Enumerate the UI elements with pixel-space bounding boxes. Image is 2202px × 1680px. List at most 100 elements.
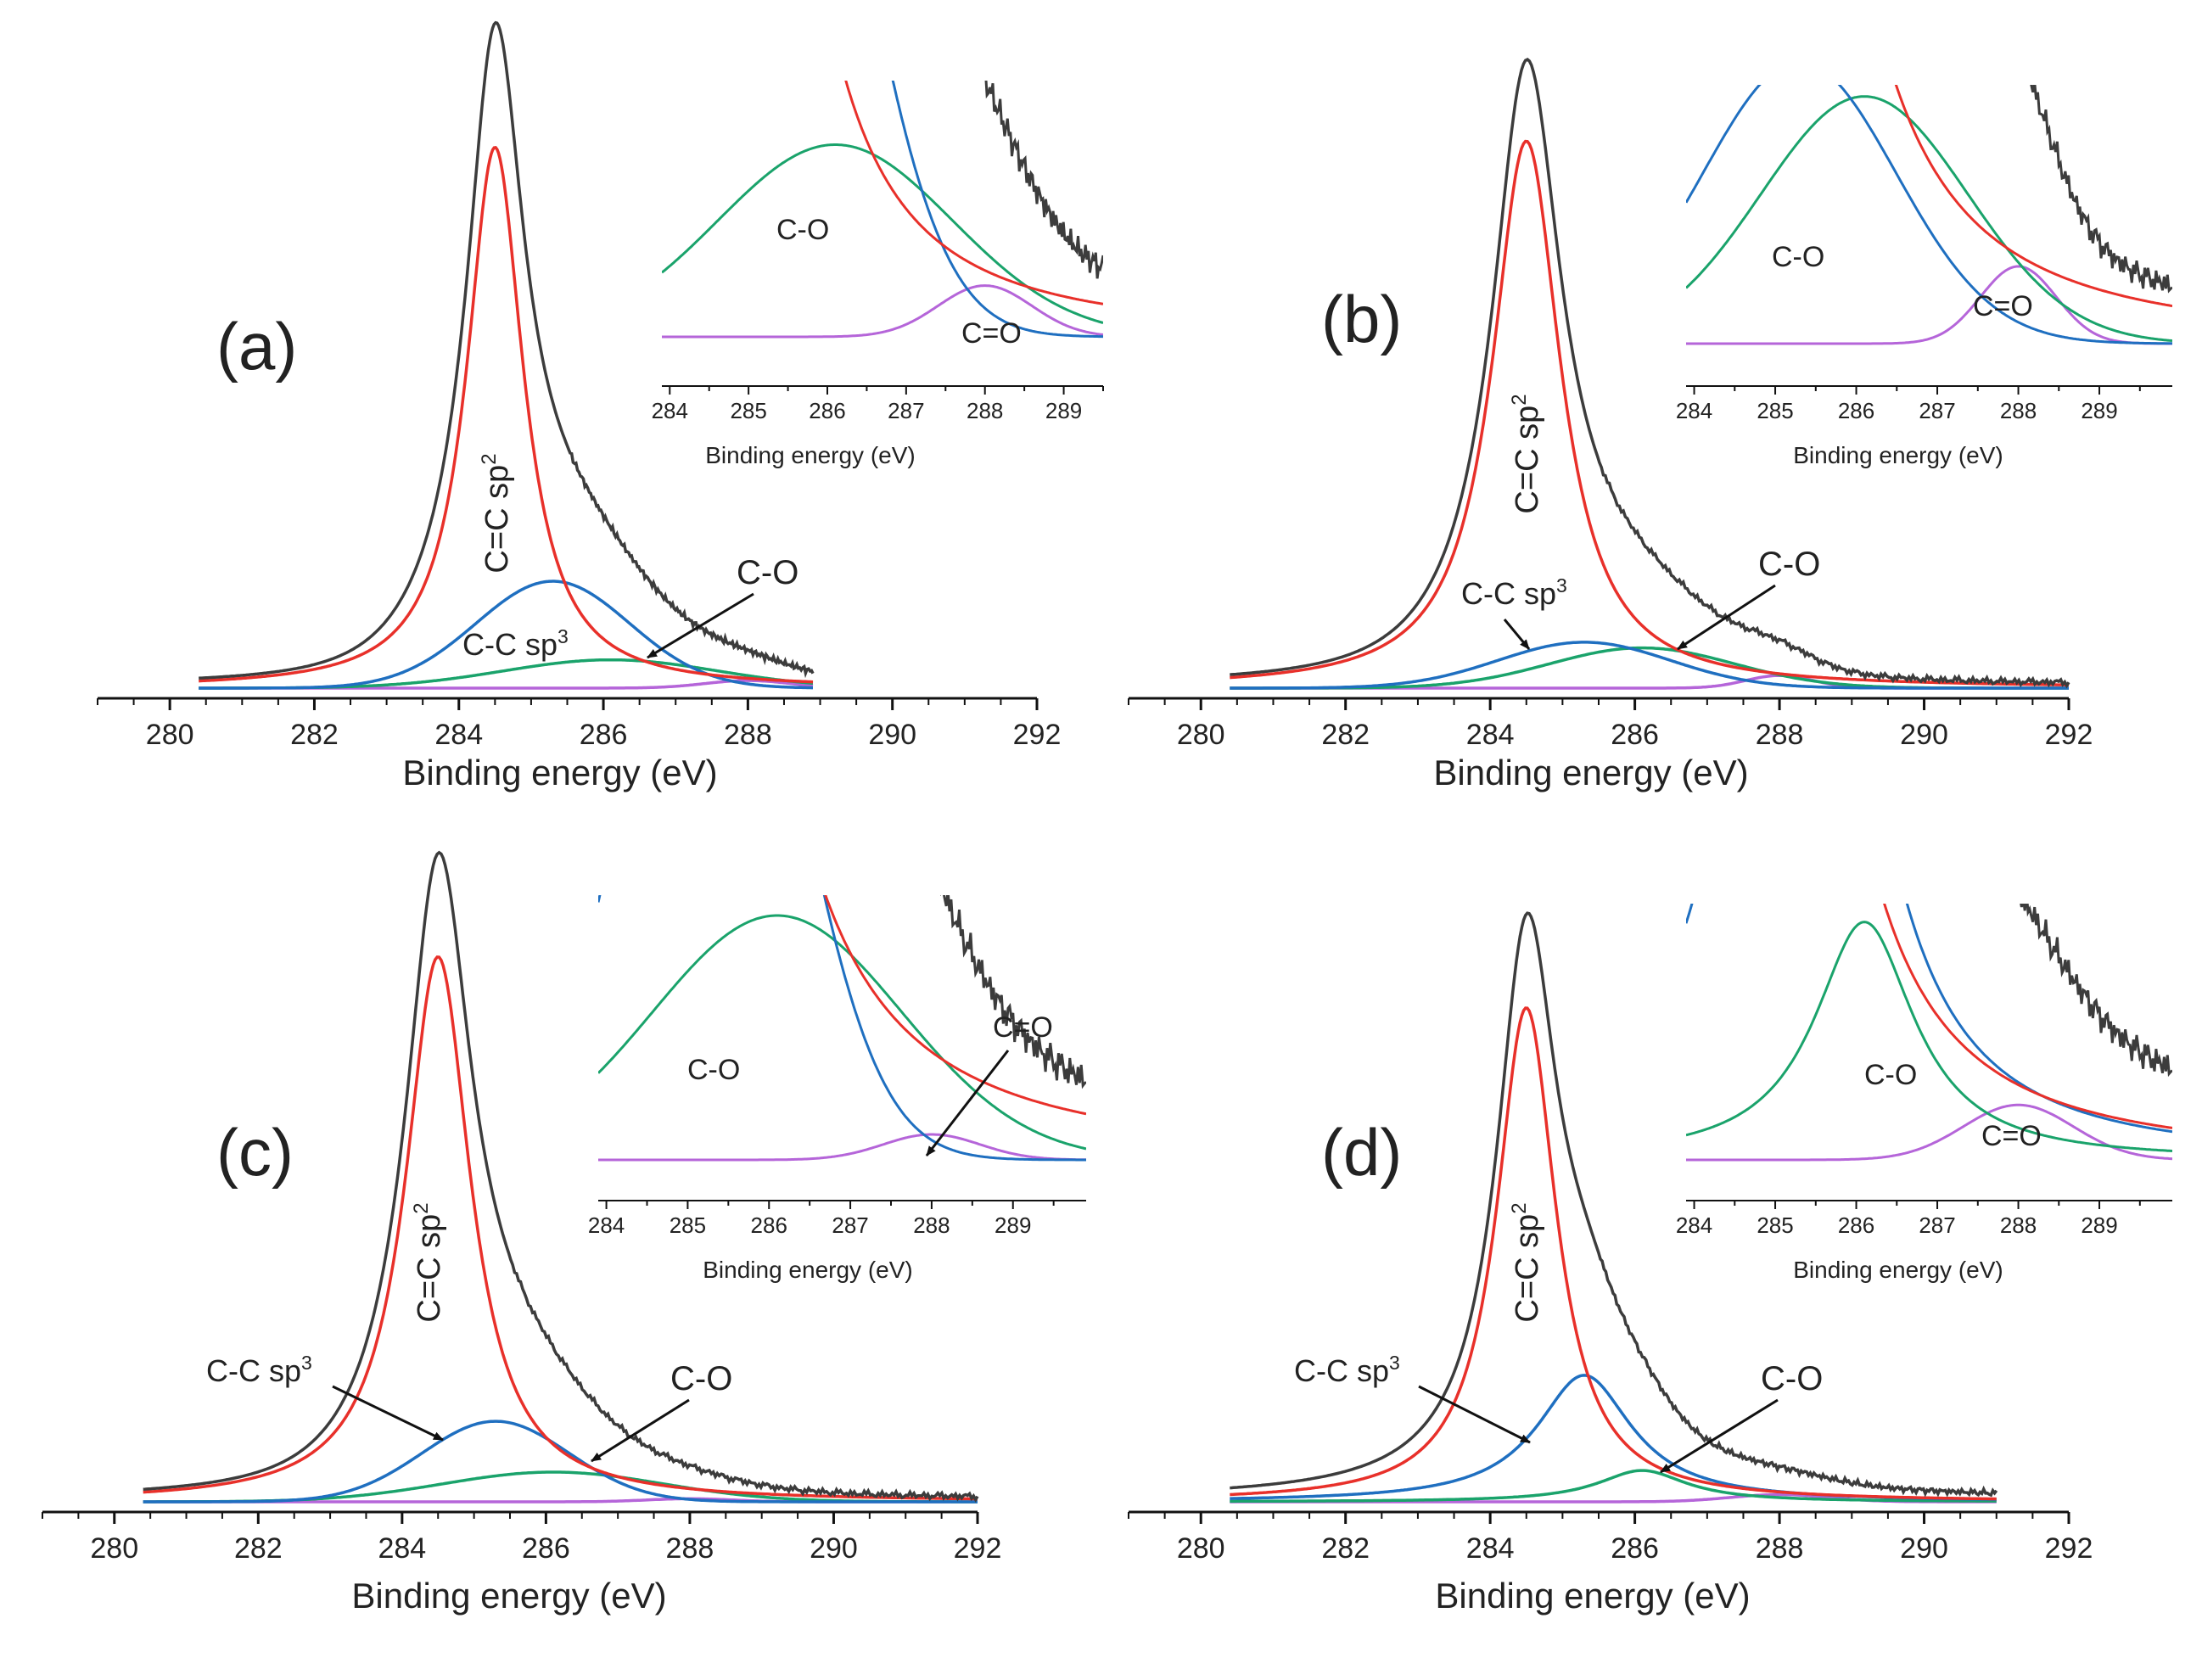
- label-sp3-c: C-C sp3: [206, 1352, 312, 1388]
- inset-series-c-double-o-line: [1686, 265, 2172, 345]
- inset-x-tick-label: 288: [967, 398, 1003, 423]
- label-sp2-text-c: C=C sp: [412, 1214, 447, 1323]
- inset-label-cdo-c: C=O: [993, 1011, 1053, 1044]
- inset-x-axis-label-a: Binding energy (eV): [705, 442, 915, 468]
- inset-x-tick-label: 286: [809, 398, 845, 423]
- x-tick-label: 288: [1756, 1532, 1804, 1565]
- series-sp3-line: [143, 1420, 978, 1504]
- x-tick-label: 288: [666, 1532, 714, 1565]
- arrow-sp3-c: [332, 1385, 444, 1442]
- inset-x-tick-label: 286: [1838, 1212, 1874, 1238]
- x-tick-label: 280: [1177, 1532, 1225, 1565]
- label-sp2-sup-d: 2: [1508, 1202, 1531, 1213]
- inset-x-axis-label-d: Binding energy (eV): [1793, 1257, 2003, 1283]
- series-co-line: [1230, 1469, 1997, 1504]
- x-tick-label: 284: [434, 719, 483, 751]
- arrow-co-c: [591, 1398, 690, 1463]
- inset-x-tick-label: 285: [730, 398, 766, 423]
- inset-series-sp3-line: [1686, 85, 2172, 345]
- inset-x-tick-label: 289: [2081, 398, 2117, 423]
- x-tick-label: 286: [1611, 1532, 1659, 1565]
- inset-series-c-double-o-line: [662, 284, 1103, 339]
- inset-label-co-c: C-O: [687, 1054, 740, 1086]
- inset-plot-b: 284 285 286 287 288 289: [1676, 85, 2172, 423]
- x-tick-label: 284: [1466, 1532, 1515, 1565]
- label-co-a: C-O: [737, 554, 798, 591]
- panel-label-c: (c): [216, 1115, 294, 1190]
- panel-label-d: (d): [1321, 1115, 1402, 1190]
- panel-d: 280 282 284 286 288 290 292 (d) Binding energy…: [1128, 904, 2172, 1616]
- inset-series-sp3-line: [598, 895, 1086, 1162]
- x-axis-label-d: Binding energy (eV): [1435, 1576, 1750, 1616]
- inset-x-tick-label: 284: [1676, 1212, 1712, 1238]
- inset-x-axis-label-b: Binding energy (eV): [1793, 442, 2003, 468]
- inset-series-sp3-line: [891, 81, 1103, 339]
- label-sp2-text-b: C=C sp: [1510, 406, 1545, 514]
- x-tick-label: 284: [378, 1532, 426, 1565]
- x-tick-label: 290: [1900, 1532, 1948, 1565]
- inset-series-c-double-o-line: [1686, 1103, 2172, 1162]
- inset-label-co-a: C-O: [776, 214, 829, 246]
- inset-label-cdo-a: C=O: [961, 317, 1022, 350]
- label-sp2-sup-b: 2: [1508, 394, 1531, 405]
- main-plot-c: 280 282 284 286 288 290 292: [42, 850, 1001, 1565]
- label-sp2-sup-c: 2: [410, 1202, 433, 1213]
- series-envelope-line: [143, 850, 979, 1503]
- label-co-b: C-O: [1758, 546, 1820, 583]
- label-sp2-a: C=C sp2: [478, 453, 515, 573]
- x-tick-label: 286: [1611, 719, 1659, 751]
- inset-x-tick-label: 285: [1757, 1212, 1793, 1238]
- series-sp3-line: [1230, 1374, 1997, 1501]
- panel-label-a: (a): [216, 309, 297, 384]
- series-envelope-line: [1230, 58, 2070, 689]
- panel-a: 280 282 284 286 288 290 292 (a) Binding energy…: [97, 20, 1104, 792]
- inset-series-envelope-line: [940, 895, 1086, 1089]
- inset-x-tick-label: 285: [670, 1212, 706, 1238]
- arrow-co-b: [1677, 584, 1776, 651]
- inset-label-cdo-d: C=O: [1981, 1120, 2042, 1152]
- inset-series-envelope-line: [984, 81, 1103, 279]
- arrow-sp3-d: [1418, 1385, 1531, 1444]
- inset-plot-c: 284 285 286 287 288 289: [588, 895, 1086, 1238]
- x-tick-label: 290: [868, 719, 916, 751]
- x-tick-label: 282: [1321, 1532, 1370, 1565]
- inset-x-tick-label: 287: [1919, 1212, 1955, 1238]
- inset-series-co-line: [598, 914, 1086, 1151]
- main-plot-d: 280 282 284 286 288 290 292: [1128, 911, 2093, 1565]
- series-envelope-line: [1230, 911, 1998, 1498]
- inset-x-tick-label: 284: [1676, 398, 1712, 423]
- label-co-d: C-O: [1761, 1360, 1823, 1397]
- arrow-sp3-b: [1503, 619, 1531, 650]
- inset-series-sp2-line: [1883, 904, 2172, 1129]
- inset-x-tick-label: 287: [888, 398, 924, 423]
- svg-text:C=C sp2: C=C sp2: [1508, 1202, 1545, 1322]
- label-co-c: C-O: [670, 1360, 732, 1397]
- x-tick-label: 280: [146, 719, 194, 751]
- x-tick-label: 282: [234, 1532, 283, 1565]
- main-plot-b: 280 282 284 286 288 290 292: [1128, 58, 2093, 751]
- x-tick-label: 282: [290, 719, 339, 751]
- series-sp2-line: [1230, 139, 2069, 686]
- inset-series-envelope-line: [2030, 85, 2172, 294]
- inset-x-tick-label: 287: [832, 1212, 868, 1238]
- inset-x-axis-label-c: Binding energy (eV): [703, 1257, 912, 1283]
- arrow-co-d: [1660, 1398, 1779, 1474]
- panel-label-b: (b): [1321, 282, 1402, 356]
- inset-x-tick-label: 287: [1919, 398, 1955, 423]
- inset-plot-a: 284 285 286 287 288 289: [652, 81, 1104, 423]
- inset-series-c-double-o-line: [598, 1133, 1086, 1162]
- x-tick-label: 284: [1466, 719, 1515, 751]
- inset-series-envelope-line: [2020, 904, 2172, 1078]
- x-tick-label: 280: [90, 1532, 138, 1565]
- x-tick-label: 286: [522, 1532, 570, 1565]
- inset-series-sp2-line: [844, 81, 1103, 305]
- svg-text:C=C sp2: C=C sp2: [478, 453, 515, 573]
- x-tick-label: 286: [580, 719, 628, 751]
- inset-x-tick-label: 288: [2000, 398, 2037, 423]
- svg-text:C=C sp2: C=C sp2: [410, 1202, 447, 1322]
- label-sp2-b: C=C sp2: [1508, 394, 1545, 513]
- inset-x-tick-label: 289: [2081, 1212, 2117, 1238]
- x-tick-label: 288: [1756, 719, 1804, 751]
- x-axis-label-b: Binding energy (eV): [1433, 753, 1748, 792]
